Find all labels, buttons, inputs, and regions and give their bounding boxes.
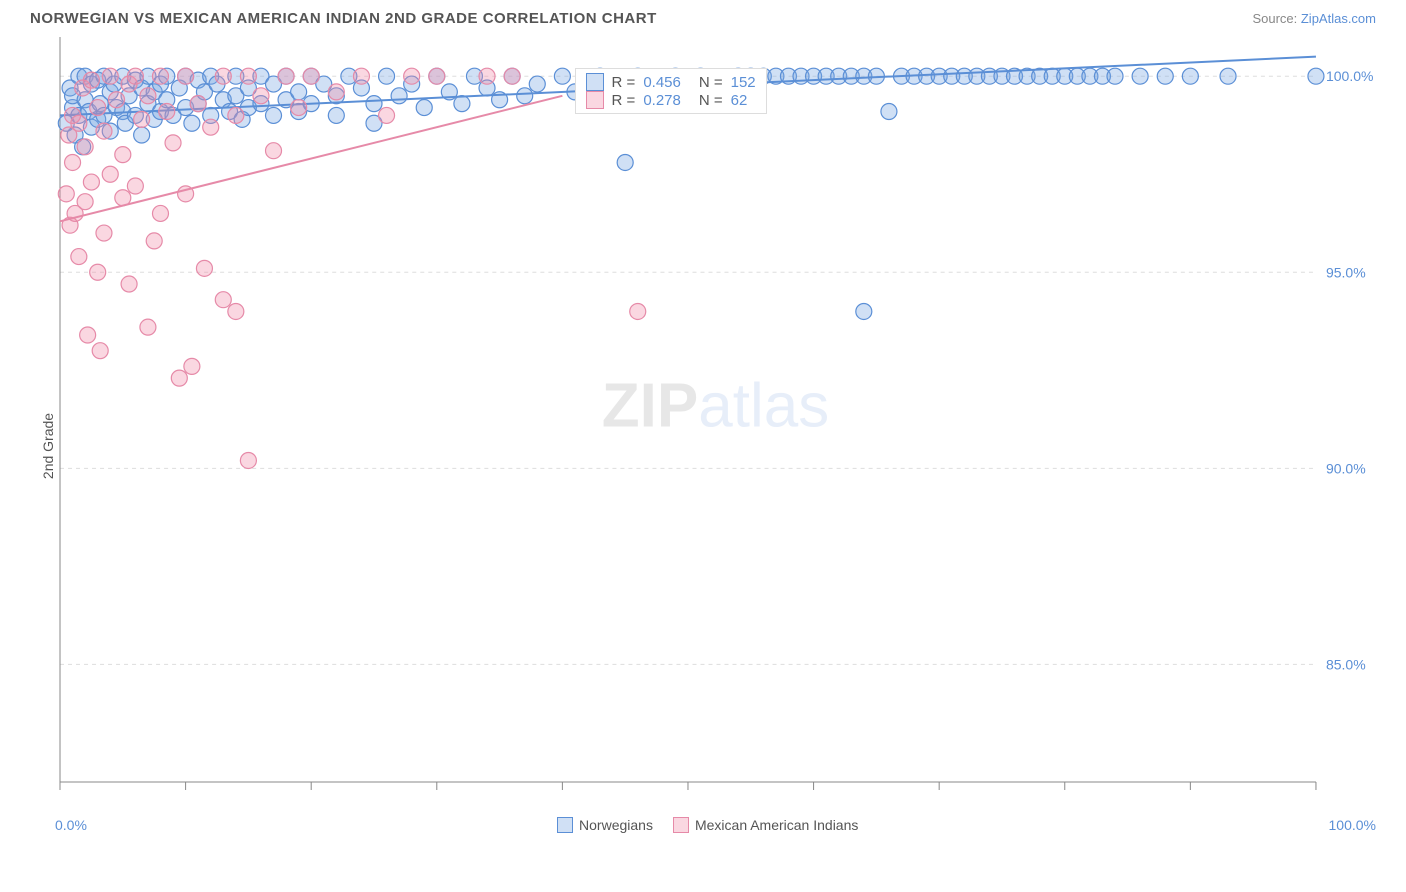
x-axis-max-label: 100.0%: [1329, 817, 1376, 833]
svg-text:90.0%: 90.0%: [1326, 460, 1366, 476]
chart-title: NORWEGIAN VS MEXICAN AMERICAN INDIAN 2ND…: [30, 10, 657, 27]
source-attribution: Source: ZipAtlas.com: [1252, 11, 1376, 26]
correlation-annotation-box: R =0.456N =152R =0.278N =62: [575, 68, 767, 114]
legend-label-mexican: Mexican American Indians: [695, 817, 858, 833]
svg-text:95.0%: 95.0%: [1326, 264, 1366, 280]
source-label: Source:: [1252, 11, 1300, 26]
chart-area: 85.0%90.0%95.0%100.0% ZIPatlas R =0.456N…: [55, 32, 1376, 812]
source-link[interactable]: ZipAtlas.com: [1301, 11, 1376, 26]
legend-label-norwegians: Norwegians: [579, 817, 653, 833]
legend-item-mexican: Mexican American Indians: [673, 817, 858, 833]
legend-swatch-mexican: [673, 817, 689, 833]
bottom-bar: 0.0% Norwegians Mexican American Indians…: [0, 812, 1406, 833]
legend: Norwegians Mexican American Indians: [557, 817, 858, 833]
y-axis-label: 2nd Grade: [40, 413, 56, 479]
x-axis-min-label: 0.0%: [55, 817, 87, 833]
scatter-plot-svg: 85.0% 90.0% 95.0% 100.0%: [55, 32, 1376, 812]
svg-text:85.0%: 85.0%: [1326, 656, 1366, 672]
legend-item-norwegians: Norwegians: [557, 817, 653, 833]
legend-swatch-norwegians: [557, 817, 573, 833]
svg-text:100.0%: 100.0%: [1326, 68, 1374, 84]
